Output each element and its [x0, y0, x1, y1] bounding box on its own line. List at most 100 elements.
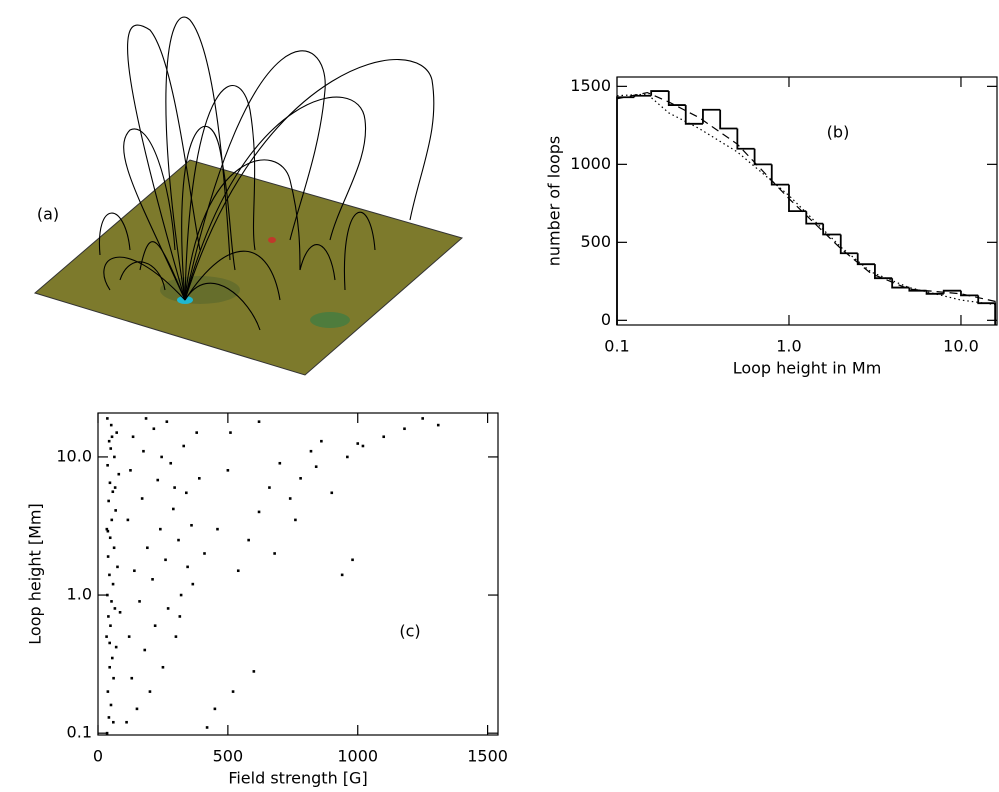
y-tick-label: 1000	[570, 154, 611, 173]
scatter-point	[146, 546, 149, 550]
scatter-point	[108, 536, 112, 540]
scatter-point	[106, 593, 109, 597]
scatter-point	[213, 707, 217, 711]
field-line	[299, 244, 336, 281]
scatter-point	[113, 607, 117, 610]
scatter-point	[314, 465, 318, 468]
scatter-point	[112, 720, 115, 724]
histogram-step	[856, 253, 875, 266]
field-line	[184, 50, 326, 301]
scatter-point	[131, 435, 135, 439]
scatter-point	[229, 431, 232, 434]
flux-patch	[310, 312, 350, 328]
field-line	[98, 212, 131, 256]
scatter-point	[172, 507, 175, 511]
scatter-point	[361, 444, 365, 448]
scatter-point	[153, 624, 157, 627]
magnetogram-plane	[33, 159, 464, 376]
scatter-point	[257, 420, 261, 423]
scatter-point	[130, 676, 134, 680]
scatter-point	[165, 420, 169, 423]
field-lines	[98, 16, 435, 331]
scatter-point	[106, 529, 110, 533]
scatter-point	[190, 523, 193, 527]
scatter-point	[174, 635, 178, 638]
scatter-point	[125, 720, 128, 724]
scatter-point	[169, 461, 173, 465]
scatter-point	[151, 578, 154, 581]
scatter-point	[129, 469, 132, 472]
scatter-point	[111, 582, 115, 586]
scatter-point	[135, 707, 139, 711]
scatter-point	[109, 423, 113, 427]
histogram-step	[616, 96, 635, 325]
scatter-point	[294, 518, 297, 522]
scatter-point	[109, 703, 113, 707]
field-line	[343, 211, 376, 291]
x-tick-label: 1000	[337, 747, 378, 766]
scatter-point	[127, 635, 131, 638]
scatter-point	[148, 690, 152, 693]
scatter-point	[110, 656, 114, 660]
scatter-point	[113, 455, 116, 459]
y-tick-label: 500	[580, 232, 611, 251]
scatter-point	[105, 731, 109, 735]
histogram-step	[960, 290, 979, 297]
field-line	[184, 59, 435, 301]
scatter-point	[144, 417, 148, 420]
x-tick-label: 0.1	[604, 337, 629, 356]
scatter-point	[257, 510, 261, 514]
field-line	[184, 282, 261, 331]
field-line	[184, 159, 301, 301]
x-tick-label: 1500	[467, 747, 508, 766]
scatter-point	[185, 491, 188, 495]
scatter-point	[346, 455, 349, 459]
histogram-step	[753, 148, 772, 166]
field-line	[123, 128, 186, 301]
field-line	[103, 256, 186, 301]
y-tick-label: 1500	[570, 76, 611, 95]
field-line	[184, 250, 281, 301]
scatter-point	[231, 690, 235, 693]
scatter-point	[236, 569, 240, 573]
scatter-point	[247, 538, 250, 542]
histogram-step	[788, 184, 807, 213]
y-tick-label: 10.0	[56, 446, 92, 465]
flux-concentration	[268, 237, 276, 243]
scatter-point	[105, 527, 109, 531]
panel-a-render	[33, 16, 464, 376]
scatter-point	[205, 726, 209, 729]
y-tick-label: 0	[601, 310, 611, 329]
scatter-point	[421, 417, 424, 420]
scatter-point	[108, 481, 112, 485]
scatter-point	[178, 615, 182, 618]
histogram-step	[770, 164, 789, 186]
histogram-step	[684, 105, 703, 125]
scatter-point	[110, 518, 114, 522]
scatter-point	[106, 417, 109, 420]
histogram-step	[822, 223, 841, 236]
scatter-point	[320, 439, 323, 443]
scatter-point	[186, 565, 189, 569]
scatter-point	[108, 665, 111, 669]
y-axis-title: Loop height [Mm]	[26, 503, 45, 644]
scatter-point	[191, 582, 195, 586]
field-line	[184, 96, 367, 301]
scatter-point	[268, 486, 271, 489]
panel-label: (b)	[827, 123, 850, 142]
scatter-point	[182, 444, 186, 448]
scatter-point	[173, 486, 176, 489]
scatter-point	[106, 555, 110, 558]
model-curve	[616, 93, 997, 306]
scatter-point	[197, 477, 201, 480]
scatter-point	[273, 552, 276, 555]
scatter-point	[403, 427, 406, 431]
field-line	[127, 24, 201, 301]
histogram-step	[667, 91, 686, 106]
scatter-point	[138, 600, 141, 603]
x-axis-title: Field strength [G]	[228, 769, 367, 788]
scatter-point	[126, 518, 130, 522]
x-tick-label: 1.0	[776, 337, 801, 356]
scatter-point	[160, 455, 163, 459]
scatter-point	[110, 600, 113, 603]
